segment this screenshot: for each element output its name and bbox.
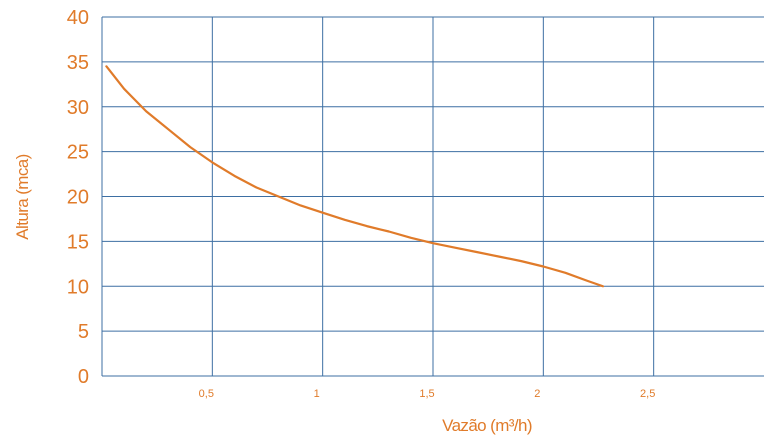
series-layer	[105, 65, 605, 288]
grid	[101, 16, 764, 377]
y-tick-label: 25	[67, 142, 89, 164]
y-tick-label: 30	[67, 97, 89, 119]
x-tick-label: 0,5	[199, 388, 214, 400]
x-axis-title: Vazão (m³/h)	[442, 416, 532, 435]
y-axis-ticks: 0 5 10 15 20 25 30 35 40	[67, 7, 89, 388]
series-line	[105, 65, 605, 288]
y-tick-label: 10	[67, 276, 89, 298]
x-tick-label: 1	[314, 388, 320, 400]
x-tick-label: 2	[534, 388, 540, 400]
y-tick-label: 0	[78, 366, 89, 388]
y-tick-label: 40	[67, 7, 89, 29]
x-tick-label: 1,5	[419, 388, 434, 400]
y-tick-label: 5	[78, 321, 89, 343]
x-tick-label: 2,5	[640, 388, 655, 400]
y-tick-label: 15	[67, 231, 89, 253]
y-tick-label: 35	[67, 52, 89, 74]
x-axis-ticks: 0,5 1 1,5 2 2,5	[199, 388, 656, 400]
y-tick-label: 20	[67, 187, 89, 209]
y-axis-title: Altura (mca)	[13, 154, 32, 239]
